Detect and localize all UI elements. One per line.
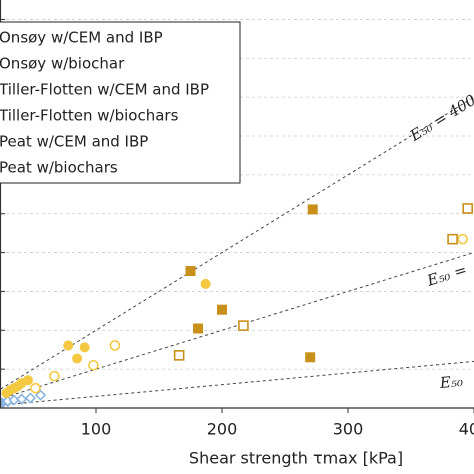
point [63,340,74,351]
point [200,278,211,289]
point [307,204,318,215]
point [24,392,37,404]
plot-area [0,18,474,408]
point [457,233,468,245]
reference-line [0,252,474,400]
x-tick-label: 300 [333,420,364,439]
reference-line [0,360,474,406]
legend-label: Onsøy w/biochar [0,55,125,73]
reference-label: E₅₀ [438,372,464,392]
point [109,340,121,351]
legend-label: Peat w/biochars [0,159,118,177]
reference-label: E₅₀ = [424,261,469,290]
legend-label: Tiller-Flotten w/biochars [0,107,179,125]
x-tick-label: 100 [81,420,112,439]
point [49,370,60,382]
x-tick-label: 200 [207,420,238,439]
point [16,393,28,405]
point [193,323,204,334]
point [88,359,99,371]
legend-box [0,21,241,184]
point [173,350,185,361]
reference-label: E₅₀ = 400 [406,91,474,146]
point [217,304,227,315]
point [305,352,316,363]
x-axis-label: Shear strength τmax [kPa] [189,449,403,468]
point [238,320,249,331]
reference-line [0,96,474,391]
point [22,375,33,386]
point [72,353,83,364]
point [185,266,196,277]
point [30,382,41,394]
point [79,342,90,353]
point [462,203,474,214]
point [34,389,47,401]
legend-label: Onsøy w/CEM and IBP [0,29,163,47]
point [447,233,458,245]
legend-label: Tiller-Flotten w/CEM and IBP [0,81,209,99]
legend-label: Peat w/CEM and IBP [0,133,148,151]
x-tick-label: 400 [459,420,474,439]
